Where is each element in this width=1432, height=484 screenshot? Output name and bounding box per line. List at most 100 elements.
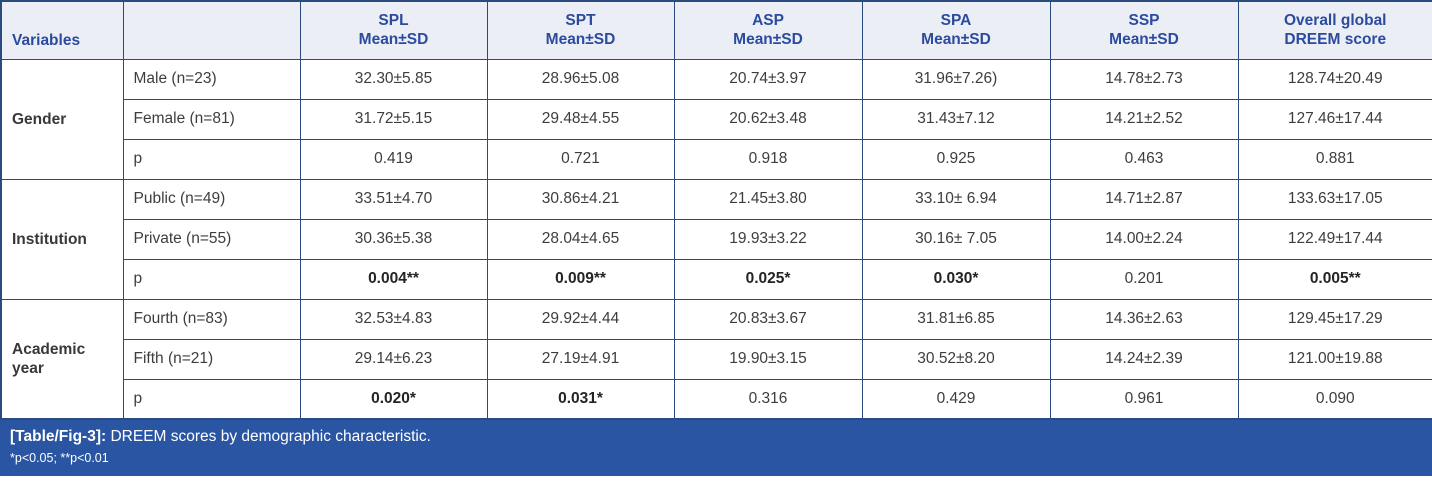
value-cell: 0.009** bbox=[486, 258, 675, 300]
value-cell: 29.92±4.44 bbox=[486, 298, 675, 340]
value-cell: 0.429 bbox=[861, 378, 1051, 420]
value-cell: 14.78±2.73 bbox=[1049, 58, 1239, 100]
header-asp: ASP Mean±SD bbox=[673, 0, 863, 60]
value-cell: 0.721 bbox=[486, 138, 675, 180]
value-cell: 29.14±6.23 bbox=[299, 338, 488, 380]
table-body: Gender Male (n=23) 32.30±5.85 28.96±5.08 20.… bbox=[0, 58, 1432, 420]
table-row: Institution Public (n=49) 33.51±4.70 30.86±… bbox=[0, 178, 1432, 300]
value-cell: 129.45±17.29 bbox=[1237, 298, 1432, 340]
value-cell: 20.83±3.67 bbox=[673, 298, 863, 340]
dreem-scores-table: Variables SPL Mean±SD SPT Mean±SD ASP Me… bbox=[0, 0, 1432, 420]
header-ssp-line1: SSP bbox=[1128, 12, 1160, 30]
table-row: Female (n=81) 31.72±5.15 29.48±4.55 20.62±3… bbox=[1, 98, 1432, 140]
row-label: Public (n=49) bbox=[122, 178, 301, 220]
value-cell: 0.005** bbox=[1237, 258, 1432, 300]
row-label: p bbox=[122, 258, 301, 300]
header-spt-line2: Mean±SD bbox=[545, 31, 616, 49]
value-cell: 33.10± 6.94 bbox=[861, 178, 1051, 220]
value-cell: 31.43±7.12 bbox=[861, 98, 1051, 140]
table-row: p 0.020* 0.031* 0.316 0.429 0.961 0.090 bbox=[1, 378, 1432, 420]
footnote: *p<0.05; **p<0.01 bbox=[10, 451, 109, 465]
value-cell: 30.36±5.38 bbox=[299, 218, 488, 260]
value-cell: 21.45±3.80 bbox=[673, 178, 863, 220]
group-label: Institution bbox=[0, 178, 124, 300]
value-cell: 0.961 bbox=[1049, 378, 1239, 420]
group-label: Gender bbox=[0, 58, 124, 180]
table-row: Gender Male (n=23) 32.30±5.85 28.96±5.08 20.… bbox=[0, 58, 1432, 180]
value-cell: 0.201 bbox=[1049, 258, 1239, 300]
row-label: p bbox=[122, 138, 301, 180]
group-label: Academic year bbox=[0, 298, 124, 420]
value-cell: 128.74±20.49 bbox=[1237, 58, 1432, 100]
value-cell: 0.881 bbox=[1237, 138, 1432, 180]
header-asp-line2: Mean±SD bbox=[733, 31, 803, 49]
value-cell: 0.316 bbox=[673, 378, 863, 420]
value-cell: 31.72±5.15 bbox=[299, 98, 488, 140]
value-cell: 0.004** bbox=[299, 258, 488, 300]
row-label: Male (n=23) bbox=[122, 58, 301, 100]
value-cell: 31.81±6.85 bbox=[861, 298, 1051, 340]
value-cell: 33.51±4.70 bbox=[299, 178, 488, 220]
table-row: p 0.004** 0.009** 0.025* 0.030* 0.201 0.005** bbox=[1, 258, 1432, 300]
header-spt: SPT Mean±SD bbox=[486, 0, 675, 60]
value-cell: 0.020* bbox=[299, 378, 488, 420]
table-row: p 0.419 0.721 0.918 0.925 0.463 0.881 bbox=[1, 138, 1432, 180]
value-cell: 28.96±5.08 bbox=[486, 58, 675, 100]
table-row: Private (n=55) 30.36±5.38 28.04±4.65 19.93±… bbox=[1, 218, 1432, 260]
value-cell: 30.52±8.20 bbox=[861, 338, 1051, 380]
row-label: Fifth (n=21) bbox=[122, 338, 301, 380]
header-empty bbox=[122, 0, 301, 60]
caption-line: [Table/Fig-3]: DREEM scores by demograph… bbox=[10, 427, 1420, 447]
value-cell: 32.53±4.83 bbox=[299, 298, 488, 340]
table-header: Variables SPL Mean±SD SPT Mean±SD ASP Me… bbox=[0, 0, 1432, 60]
value-cell: 14.36±2.63 bbox=[1049, 298, 1239, 340]
header-variables: Variables bbox=[0, 0, 124, 60]
value-cell: 127.46±17.44 bbox=[1237, 98, 1432, 140]
value-cell: 27.19±4.91 bbox=[486, 338, 675, 380]
value-cell: 14.71±2.87 bbox=[1049, 178, 1239, 220]
header-spa: SPA Mean±SD bbox=[861, 0, 1051, 60]
value-cell: 0.090 bbox=[1237, 378, 1432, 420]
row-label: Female (n=81) bbox=[122, 98, 301, 140]
value-cell: 20.62±3.48 bbox=[673, 98, 863, 140]
value-cell: 0.025* bbox=[673, 258, 863, 300]
value-cell: 30.16± 7.05 bbox=[861, 218, 1051, 260]
value-cell: 32.30±5.85 bbox=[299, 58, 488, 100]
bottom-margin bbox=[0, 476, 1432, 483]
value-cell: 31.96±7.26) bbox=[861, 58, 1051, 100]
header-spl: SPL Mean±SD bbox=[299, 0, 488, 60]
header-spa-line2: Mean±SD bbox=[921, 31, 991, 49]
header-asp-line1: ASP bbox=[752, 12, 784, 30]
value-cell: 0.031* bbox=[486, 378, 675, 420]
table-row: Academic year Fourth (n=83) 32.53±4.83 29.9… bbox=[0, 298, 1432, 420]
header-ssp-line2: Mean±SD bbox=[1109, 31, 1179, 49]
caption-text: DREEM scores by demographic characterist… bbox=[106, 428, 431, 445]
value-cell: 0.463 bbox=[1049, 138, 1239, 180]
value-cell: 29.48±4.55 bbox=[486, 98, 675, 140]
value-cell: 30.86±4.21 bbox=[486, 178, 675, 220]
value-cell: 0.030* bbox=[861, 258, 1051, 300]
header-overall-line2: DREEM score bbox=[1284, 31, 1387, 49]
caption-banner: [Table/Fig-3]: DREEM scores by demograph… bbox=[0, 420, 1432, 476]
caption-tag: [Table/Fig-3]: bbox=[10, 428, 107, 445]
row-label: Private (n=55) bbox=[122, 218, 301, 260]
value-cell: 121.00±19.88 bbox=[1237, 338, 1432, 380]
value-cell: 19.93±3.22 bbox=[673, 218, 863, 260]
value-cell: 14.00±2.24 bbox=[1049, 218, 1239, 260]
header-spt-line1: SPT bbox=[565, 12, 596, 30]
value-cell: 14.24±2.39 bbox=[1049, 338, 1239, 380]
header-spa-line1: SPA bbox=[940, 12, 972, 30]
header-row: Variables SPL Mean±SD SPT Mean±SD ASP Me… bbox=[0, 0, 1432, 60]
row-label: Fourth (n=83) bbox=[122, 298, 301, 340]
value-cell: 0.925 bbox=[861, 138, 1051, 180]
value-cell: 20.74±3.97 bbox=[673, 58, 863, 100]
value-cell: 122.49±17.44 bbox=[1237, 218, 1432, 260]
header-spl-line2: Mean±SD bbox=[358, 31, 429, 49]
row-label: p bbox=[122, 378, 301, 420]
table-row: Fifth (n=21) 29.14±6.23 27.19±4.91 19.90±3.… bbox=[1, 338, 1432, 380]
header-overall: Overall global DREEM score bbox=[1237, 0, 1432, 60]
header-ssp: SSP Mean±SD bbox=[1049, 0, 1239, 60]
value-cell: 0.918 bbox=[673, 138, 863, 180]
value-cell: 14.21±2.52 bbox=[1049, 98, 1239, 140]
